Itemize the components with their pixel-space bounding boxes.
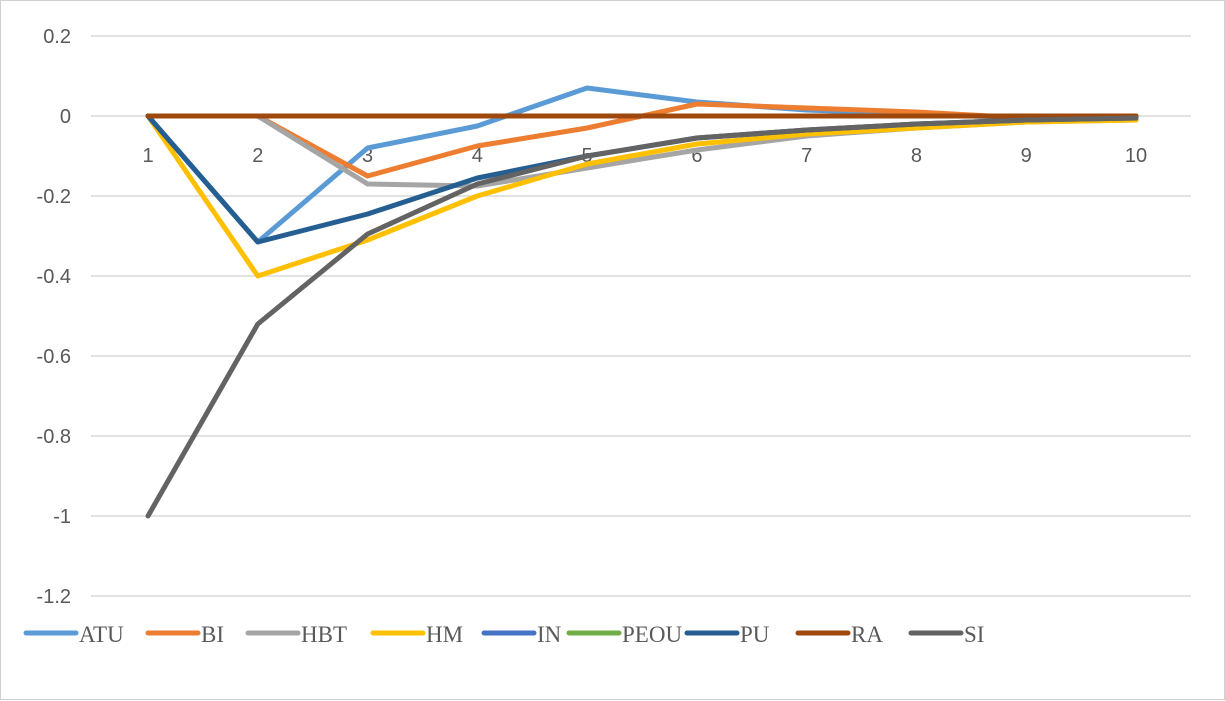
legend-label: HM (426, 622, 463, 647)
x-tick-label: 1 (142, 145, 153, 167)
y-tick-label: -0.6 (37, 346, 71, 368)
legend-label: IN (537, 622, 562, 647)
legend-label: RA (851, 622, 883, 647)
y-tick-label: 0 (60, 106, 71, 128)
y-tick-label: -0.8 (37, 426, 71, 448)
legend-label: HBT (301, 622, 347, 647)
series-line-si (145, 115, 1139, 519)
y-tick-label: -0.2 (37, 186, 71, 208)
x-tick-label: 8 (911, 145, 922, 167)
legend-label: PEOU (622, 622, 682, 647)
legend-label: PU (740, 622, 770, 647)
y-tick-label: -1.2 (37, 586, 71, 608)
y-tick-label: 0.2 (43, 26, 71, 48)
series-line-hm (145, 113, 1139, 279)
x-tick-label: 9 (1021, 145, 1032, 167)
series-line-atu (145, 85, 1139, 245)
y-tick-label: -1 (53, 506, 71, 528)
x-tick-label: 4 (472, 145, 483, 167)
x-tick-label: 3 (362, 145, 373, 167)
x-tick-label: 6 (691, 145, 702, 167)
legend-label: SI (964, 622, 984, 647)
legend-label: BI (201, 622, 224, 647)
y-tick-label: -0.4 (37, 266, 71, 288)
x-tick-label: 10 (1125, 145, 1147, 167)
x-tick-label: 7 (801, 145, 812, 167)
legend-label: ATU (79, 622, 124, 647)
x-tick-label: 2 (252, 145, 263, 167)
